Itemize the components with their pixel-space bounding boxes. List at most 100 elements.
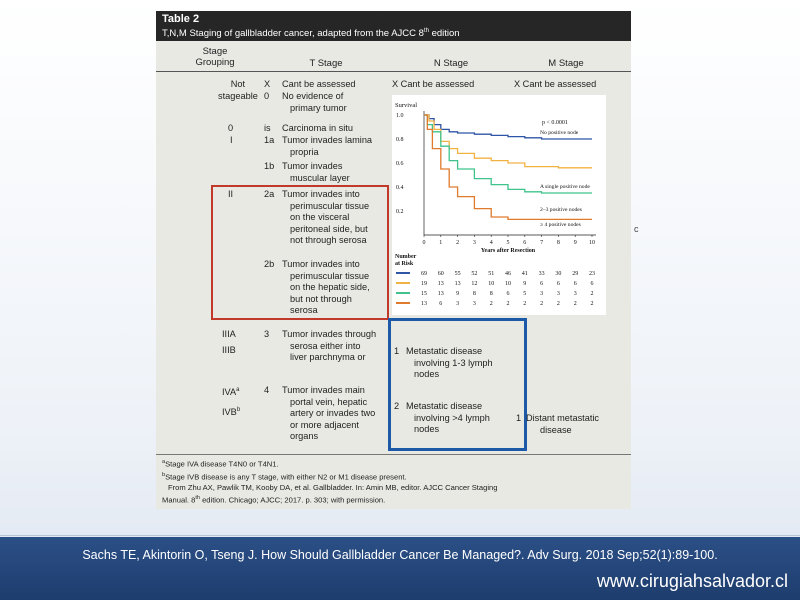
risk-count: 13	[438, 291, 444, 297]
risk-count: 29	[572, 271, 578, 277]
table-title: Table 2	[162, 13, 200, 25]
risk-count: 6	[507, 291, 510, 297]
t2a-code: 2a	[264, 189, 275, 199]
t4-desc: Tumor invades main portal vein, hepatic …	[282, 385, 376, 441]
n1-code: 1	[394, 346, 400, 356]
y-tick-label: 0.4	[396, 185, 404, 191]
risk-count: 6	[557, 281, 560, 287]
stage-4b: IVBb	[222, 407, 241, 418]
risk-count: 2	[523, 301, 526, 307]
risk-count: 30	[555, 271, 561, 277]
risk-count: 2	[507, 301, 510, 307]
y-tick-label: 0.2	[396, 209, 404, 215]
risk-count: 3	[473, 301, 476, 307]
t3-code: 3	[264, 329, 270, 339]
header-t-stage: T Stage	[309, 58, 343, 69]
x-tick-label: 2	[456, 240, 459, 246]
t1a-desc: Tumor invades lamina propria	[282, 135, 373, 157]
risk-count: 2	[591, 291, 594, 297]
t2a-desc: Tumor invades into perimuscular tissue o…	[282, 189, 370, 245]
risk-count: 33	[539, 271, 545, 277]
header-n-stage: N Stage	[433, 58, 469, 69]
m1-code: 1	[516, 413, 522, 423]
chart-ylabel: Survival	[395, 102, 417, 109]
x-tick-label: 0	[423, 240, 426, 246]
t1b-code: 1b	[264, 161, 275, 171]
risk-count: 3	[540, 291, 543, 297]
risk-count: 3	[456, 301, 459, 307]
header-stage-grouping: Stage Grouping	[195, 46, 235, 68]
x-tick-label: 1	[439, 240, 442, 246]
y-tick-label: 0.8	[396, 137, 404, 143]
risk-count: 46	[505, 271, 511, 277]
stage-3a: IIIA	[222, 329, 236, 339]
risk-count: 2	[557, 301, 560, 307]
tx-desc: Cant be assessed	[282, 79, 356, 89]
survival-curve-4	[424, 114, 592, 221]
tx-code: X	[264, 79, 271, 89]
risk-count: 13	[455, 281, 461, 287]
risk-count: 12	[471, 281, 477, 287]
p-value-annotation: p < 0.0001	[542, 120, 568, 126]
risk-count: 13	[421, 301, 427, 307]
risk-count: 9	[523, 281, 526, 287]
n2-code: 2	[394, 401, 400, 411]
risk-count: 3	[574, 291, 577, 297]
series-label-2: A single positive node	[540, 184, 590, 190]
risk-count: 55	[455, 271, 461, 277]
risk-count: 6	[439, 301, 442, 307]
risk-count: 3	[557, 291, 560, 297]
series-label-1: No positive node	[540, 130, 579, 136]
header-rule	[156, 71, 631, 72]
footnote-a: aStage IVA disease T4N0 or T4N1.	[162, 459, 279, 469]
risk-count: 2	[540, 301, 543, 307]
x-tick-label: 3	[473, 240, 476, 246]
t2b-code: 2b	[264, 259, 275, 269]
x-tick-label: 9	[574, 240, 577, 246]
table-subtitle: T,N,M Staging of gallbladder cancer, ada…	[162, 28, 460, 40]
risk-count: 60	[438, 271, 444, 277]
risk-count: 9	[456, 291, 459, 297]
t2b-desc: Tumor invades into perimuscular tissue o…	[282, 259, 370, 315]
risk-count: 8	[490, 291, 493, 297]
x-tick-label: 7	[540, 240, 543, 246]
table-footnotes: aStage IVA disease T4N0 or T4N1. bStage …	[162, 457, 624, 506]
risk-count: 23	[589, 271, 595, 277]
t3-desc: Tumor invades through serosa either into…	[282, 329, 377, 362]
survival-curve-2	[424, 114, 592, 169]
footnote-b: bStage IVB disease is any T stage, with …	[162, 471, 407, 482]
series-label-4: ≥ 4 positive nodes	[540, 222, 581, 228]
risk-count: 15	[421, 291, 427, 297]
y-tick-label: 1.0	[396, 113, 404, 119]
risk-count: 2	[490, 301, 493, 307]
risk-count: 69	[421, 271, 427, 277]
not-stageable-label: Not stageable	[218, 79, 258, 101]
x-tick-label: 4	[490, 240, 493, 246]
website-link[interactable]: www.cirugiahsalvador.cl	[596, 571, 788, 591]
slide-frame	[0, 535, 800, 536]
t4-code: 4	[264, 385, 270, 395]
risk-count: 41	[522, 271, 528, 277]
t1b-desc: Tumor invades muscular layer	[282, 161, 350, 183]
risk-count: 19	[421, 281, 427, 287]
citation-text: Sachs TE, Akintorin O, Tseng J. How Shou…	[82, 548, 718, 562]
chart-xlabel: Years after Resection	[481, 248, 536, 254]
footnote-source-1: From Zhu AX, Pawlik TM, Kooby DA, et al.…	[168, 482, 498, 492]
staging-table-document: Table 2 T,N,M Staging of gallbladder can…	[156, 11, 631, 509]
risk-table-title: Number	[395, 254, 417, 260]
risk-count: 13	[438, 281, 444, 287]
risk-count: 52	[471, 271, 477, 277]
x-tick-label: 6	[523, 240, 526, 246]
risk-count: 6	[540, 281, 543, 287]
n-stage-highlight-box	[388, 318, 527, 451]
x-tick-label: 10	[589, 240, 595, 246]
y-tick-label: 0.6	[396, 161, 404, 167]
t1a-code: 1a	[264, 135, 275, 145]
risk-count: 2	[574, 301, 577, 307]
mx-desc: X Cant be assessed	[514, 79, 597, 89]
series-label-3: 2–3 positive nodes	[540, 207, 582, 213]
risk-count: 6	[574, 281, 577, 287]
risk-count: 10	[488, 281, 494, 287]
n1-desc: Metastatic disease involving 1-3 lymph n…	[406, 346, 493, 379]
